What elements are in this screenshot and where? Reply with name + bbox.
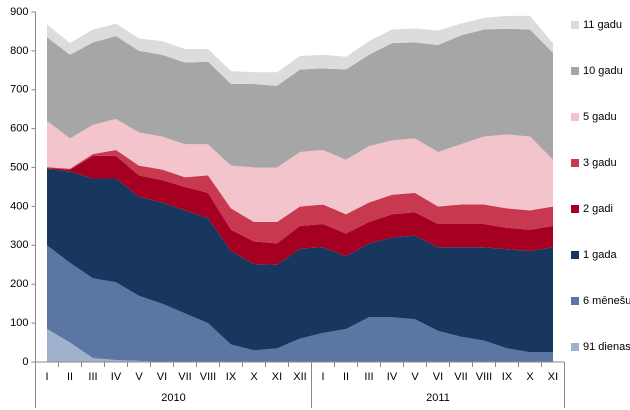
x-tick-label: X	[250, 371, 258, 383]
y-tick-label: 500	[10, 161, 28, 173]
area	[47, 245, 553, 362]
x-tick-label: I	[45, 371, 48, 383]
x-tick-label: VI	[433, 371, 443, 383]
x-tick-label: X	[526, 371, 534, 383]
legend-label: 3 gadu	[583, 157, 617, 169]
y-tick-label: 400	[10, 200, 28, 212]
x-tick-label: XII	[293, 371, 306, 383]
x-tick-label: IX	[226, 371, 237, 383]
x-tick-label: VI	[157, 371, 167, 383]
x-tick-label: VII	[178, 371, 191, 383]
y-tick-label: 600	[10, 123, 28, 135]
y-tick-label: 100	[10, 317, 28, 329]
x-tick-label: II	[67, 371, 73, 383]
legend-swatch	[571, 205, 579, 213]
legend-swatch	[571, 343, 579, 351]
area	[47, 155, 553, 265]
x-tick-label: IV	[111, 371, 122, 383]
x-tick-label: III	[88, 371, 97, 383]
x-tick-label: IX	[502, 371, 513, 383]
legend-swatch	[571, 251, 579, 259]
group-label: 2010	[161, 392, 185, 404]
legend-label: 2 gadi	[583, 203, 613, 215]
x-tick-label: XI	[548, 371, 558, 383]
legend-swatch	[571, 67, 579, 75]
legend-swatch	[571, 159, 579, 167]
y-tick-label: 300	[10, 239, 28, 251]
x-tick-label: III	[364, 371, 373, 383]
x-tick-label: I	[321, 371, 324, 383]
group-label: 2011	[426, 392, 450, 404]
legend-label: 11 gadu	[583, 19, 622, 31]
x-tick-label: II	[343, 371, 349, 383]
y-tick-label: 0	[22, 356, 28, 368]
area	[47, 168, 553, 353]
legend-label: 91 dienas	[583, 341, 630, 353]
y-tick-label: 800	[10, 45, 28, 57]
area	[47, 328, 553, 362]
x-tick-label: VIII	[476, 371, 493, 383]
x-tick-label: V	[135, 371, 143, 383]
y-tick-label: 900	[10, 6, 28, 18]
legend-swatch	[571, 113, 579, 121]
legend-label: 6 mēnešu	[583, 295, 630, 307]
legend-swatch	[571, 21, 579, 29]
x-tick-label: VIII	[200, 371, 217, 383]
x-tick-label: V	[411, 371, 419, 383]
legend-swatch	[571, 297, 579, 305]
y-tick-label: 700	[10, 84, 28, 96]
legend-label: 5 gadu	[583, 111, 617, 123]
y-tick-label: 200	[10, 278, 28, 290]
area	[47, 118, 553, 222]
legend-label: 1 gada	[583, 249, 618, 261]
x-tick-label: IV	[387, 371, 398, 383]
x-tick-label: VII	[454, 371, 467, 383]
x-tick-label: XI	[272, 371, 282, 383]
legend-label: 10 gadu	[583, 65, 623, 77]
area	[47, 15, 553, 86]
area	[47, 28, 553, 168]
